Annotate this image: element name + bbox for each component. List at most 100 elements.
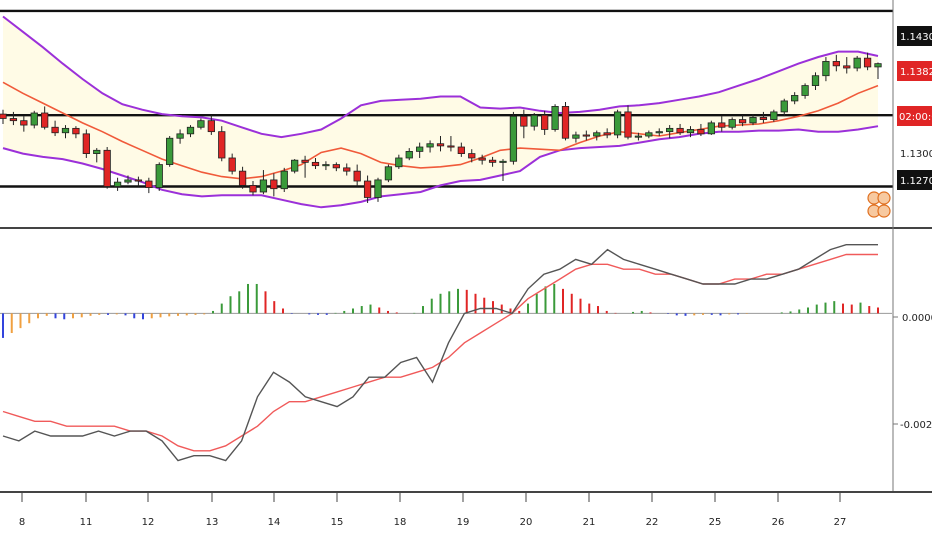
candle[interactable] bbox=[874, 62, 882, 79]
time-tick: 21 bbox=[583, 492, 595, 528]
candle[interactable] bbox=[291, 159, 299, 174]
candle[interactable] bbox=[145, 177, 153, 194]
candle[interactable] bbox=[707, 120, 715, 135]
candle[interactable] bbox=[499, 159, 507, 182]
candle[interactable] bbox=[686, 126, 695, 138]
candle[interactable] bbox=[551, 104, 559, 132]
candle[interactable] bbox=[468, 149, 476, 163]
candle[interactable] bbox=[332, 162, 340, 172]
candle[interactable] bbox=[280, 167, 288, 192]
candle[interactable] bbox=[176, 129, 184, 144]
candle[interactable] bbox=[20, 116, 28, 132]
time-tick-label: 20 bbox=[520, 517, 533, 528]
candle[interactable] bbox=[645, 130, 653, 139]
candle[interactable] bbox=[436, 136, 445, 152]
candle[interactable] bbox=[134, 176, 143, 187]
candle[interactable] bbox=[301, 155, 309, 178]
candle[interactable] bbox=[249, 181, 257, 196]
candle-body bbox=[843, 65, 851, 69]
candle[interactable] bbox=[353, 164, 361, 187]
candle[interactable] bbox=[832, 54, 840, 72]
candle[interactable] bbox=[51, 120, 59, 137]
candle[interactable] bbox=[113, 177, 122, 191]
candle[interactable] bbox=[447, 136, 455, 152]
candle[interactable] bbox=[676, 123, 684, 135]
candle[interactable] bbox=[186, 125, 195, 138]
candle[interactable] bbox=[322, 161, 330, 171]
candle[interactable] bbox=[759, 111, 768, 123]
economic-event-flags[interactable] bbox=[867, 191, 891, 218]
candle[interactable] bbox=[41, 106, 49, 130]
candle[interactable] bbox=[395, 154, 403, 169]
candle-body bbox=[155, 164, 163, 189]
candle[interactable] bbox=[613, 109, 622, 139]
candle[interactable] bbox=[561, 102, 570, 141]
candle[interactable] bbox=[624, 105, 632, 140]
candle[interactable] bbox=[728, 117, 736, 130]
candle[interactable] bbox=[82, 129, 90, 158]
candle[interactable] bbox=[155, 162, 163, 191]
candle[interactable] bbox=[218, 126, 226, 162]
countdown-tag-label: 02:00:07 bbox=[899, 112, 932, 123]
candle[interactable] bbox=[343, 163, 351, 176]
candle[interactable] bbox=[478, 154, 486, 165]
candle[interactable] bbox=[124, 175, 132, 185]
candle[interactable] bbox=[520, 109, 528, 139]
candle-body bbox=[572, 134, 580, 139]
candle[interactable] bbox=[697, 123, 705, 137]
bollinger-upper-line bbox=[2, 15, 879, 139]
candle[interactable] bbox=[374, 177, 382, 202]
candle[interactable] bbox=[593, 130, 601, 141]
candle[interactable] bbox=[93, 148, 101, 163]
candle[interactable] bbox=[770, 109, 778, 122]
candle[interactable] bbox=[749, 114, 757, 126]
candle[interactable] bbox=[843, 57, 851, 74]
candle[interactable] bbox=[509, 111, 518, 165]
candle[interactable] bbox=[655, 128, 663, 137]
candle-body bbox=[228, 157, 236, 172]
candle[interactable] bbox=[572, 131, 580, 143]
candle[interactable] bbox=[853, 55, 861, 72]
candle[interactable] bbox=[811, 72, 820, 90]
candle[interactable] bbox=[61, 125, 70, 139]
candle[interactable] bbox=[30, 110, 38, 129]
candle[interactable] bbox=[9, 111, 18, 126]
candle[interactable] bbox=[72, 126, 80, 139]
candle[interactable] bbox=[791, 92, 799, 105]
time-tick-label: 15 bbox=[331, 517, 344, 528]
candle-body bbox=[645, 132, 653, 137]
candle[interactable] bbox=[207, 115, 215, 135]
candle[interactable] bbox=[666, 125, 674, 139]
candle-body bbox=[322, 164, 330, 167]
candle[interactable] bbox=[603, 128, 611, 139]
candle[interactable] bbox=[259, 170, 268, 195]
candle[interactable] bbox=[363, 175, 372, 203]
candle[interactable] bbox=[738, 115, 747, 127]
candle[interactable] bbox=[311, 157, 320, 169]
candle[interactable] bbox=[801, 83, 809, 99]
candle[interactable] bbox=[488, 156, 497, 167]
candle[interactable] bbox=[0, 109, 7, 124]
candle[interactable] bbox=[457, 142, 465, 157]
candle[interactable] bbox=[530, 113, 538, 131]
candle[interactable] bbox=[780, 98, 788, 117]
event-flag-icon[interactable] bbox=[877, 204, 891, 218]
candle[interactable] bbox=[270, 173, 278, 197]
candle[interactable] bbox=[541, 110, 549, 135]
event-flag-icon[interactable] bbox=[877, 191, 891, 205]
candle[interactable] bbox=[634, 132, 643, 141]
candle[interactable] bbox=[384, 164, 393, 183]
candle[interactable] bbox=[416, 142, 424, 158]
candle-body bbox=[259, 179, 268, 193]
candle[interactable] bbox=[197, 118, 205, 130]
candle[interactable] bbox=[863, 52, 872, 71]
candle[interactable] bbox=[582, 130, 590, 141]
candle[interactable] bbox=[718, 116, 726, 132]
candle[interactable] bbox=[228, 153, 236, 175]
candle[interactable] bbox=[238, 166, 247, 189]
candle[interactable] bbox=[103, 147, 111, 189]
candle[interactable] bbox=[822, 57, 830, 82]
candle[interactable] bbox=[405, 148, 413, 161]
candle[interactable] bbox=[426, 140, 434, 153]
candle[interactable] bbox=[166, 136, 174, 167]
